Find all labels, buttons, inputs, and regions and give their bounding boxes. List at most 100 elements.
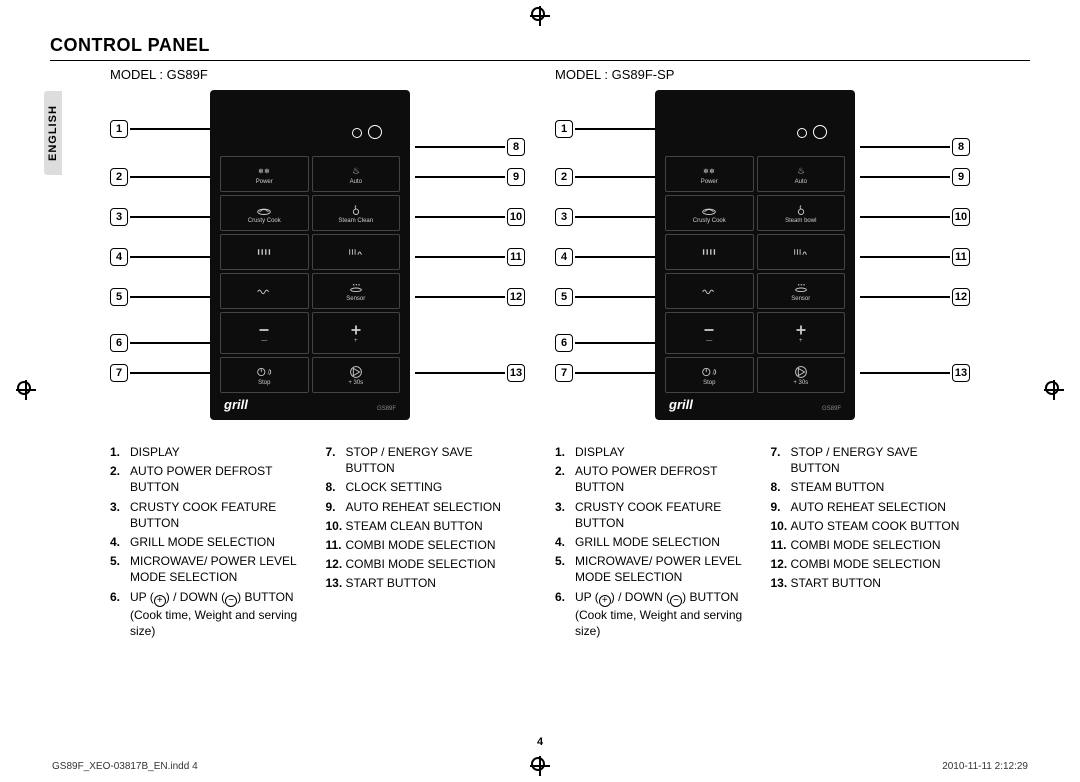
callout-7: 7 (110, 364, 220, 382)
device-button[interactable]: ❄❄Power (665, 156, 754, 192)
device-button[interactable]: Sensor (757, 273, 846, 309)
legend-number: 13. (771, 575, 791, 591)
device-panel: ❄❄Power♨AutoCrusty CookSteam Clean Sensor… (210, 90, 410, 420)
callout-2: 2 (110, 168, 220, 186)
legend-number: 4. (555, 534, 575, 550)
callout-number: 4 (555, 248, 573, 266)
section-title: CONTROL PANEL (50, 35, 1030, 61)
legend-text: COMBI MODE SELECTION (791, 556, 941, 572)
callout-6: 6 (110, 334, 220, 352)
device-button[interactable]: ❄❄Power (220, 156, 309, 192)
control-panel-diagram: 12345678910111213❄❄Power♨AutoCrusty Cook… (555, 90, 970, 430)
legend-text: UP (+) / DOWN (−) BUTTON (Cook time, Wei… (575, 589, 755, 639)
legend-number: 9. (771, 499, 791, 515)
footer-timestamp: 2010-11-11 2:12:29 (942, 761, 1028, 772)
device-button[interactable]: + (312, 312, 401, 354)
legend-number: 6. (555, 589, 575, 639)
legend-number: 6. (110, 589, 130, 639)
model-column: MODEL : GS89F12345678910111213❄❄Power♨Au… (110, 65, 525, 642)
device-button[interactable]: /Stop (220, 357, 309, 393)
callout-11: 11 (415, 248, 525, 266)
steam-indicator-icon (368, 125, 382, 139)
device-button[interactable]: Steam bowl (757, 195, 846, 231)
legend-number: 12. (326, 556, 346, 572)
legend-text: MICROWAVE/ POWER LEVEL MODE SELECTION (575, 553, 755, 585)
legend-text: DISPLAY (575, 444, 625, 460)
device-button[interactable] (757, 234, 846, 270)
device-button[interactable]: Sensor (312, 273, 401, 309)
legend-text: START BUTTON (346, 575, 436, 591)
device-button[interactable]: Crusty Cook (665, 195, 754, 231)
device-button[interactable]: + (757, 312, 846, 354)
device-button[interactable]: — (665, 312, 754, 354)
callout-number: 6 (555, 334, 573, 352)
legend-number: 10. (326, 518, 346, 534)
button-grid: ❄❄Power♨AutoCrusty CookSteam Clean Sensor… (220, 156, 400, 393)
legend-number: 12. (771, 556, 791, 572)
callout-number: 9 (507, 168, 525, 186)
legend-column: 7.STOP / ENERGY SAVE BUTTON8.STEAM BUTTO… (771, 444, 971, 642)
callout-5: 5 (555, 288, 665, 306)
device-button[interactable] (312, 234, 401, 270)
device-button[interactable] (220, 234, 309, 270)
legend-text: AUTO REHEAT SELECTION (791, 499, 946, 515)
callout-number: 1 (555, 120, 573, 138)
svg-text:♨: ♨ (797, 165, 805, 175)
legend-text: STEAM BUTTON (791, 479, 885, 495)
legend-number: 5. (110, 553, 130, 585)
model-column: MODEL : GS89F-SP12345678910111213❄❄Power… (555, 65, 970, 642)
legend-number: 1. (110, 444, 130, 460)
legend-item: 10.STEAM CLEAN BUTTON (326, 518, 526, 534)
callout-number: 1 (110, 120, 128, 138)
device-button[interactable] (220, 273, 309, 309)
callout-number: 5 (555, 288, 573, 306)
legend-item: 11.COMBI MODE SELECTION (771, 537, 971, 553)
legend-item: 2.AUTO POWER DEFROST BUTTON (555, 463, 755, 495)
callout-10: 10 (860, 208, 970, 226)
callout-10: 10 (415, 208, 525, 226)
device-button[interactable]: + 30s (312, 357, 401, 393)
callout-9: 9 (415, 168, 525, 186)
callout-number: 7 (555, 364, 573, 382)
device-panel: ❄❄Power♨AutoCrusty CookSteam bowl Sensor—… (655, 90, 855, 420)
callout-12: 12 (860, 288, 970, 306)
callout-1: 1 (555, 120, 665, 138)
device-button[interactable]: Steam Clean (312, 195, 401, 231)
callout-number: 4 (110, 248, 128, 266)
device-button[interactable] (665, 234, 754, 270)
callout-number: 5 (110, 288, 128, 306)
legend-number: 7. (326, 444, 346, 476)
device-button[interactable] (665, 273, 754, 309)
svg-text:❄❄: ❄❄ (258, 166, 270, 175)
device-button[interactable]: ♨Auto (312, 156, 401, 192)
steam-indicator-icon (813, 125, 827, 139)
device-button[interactable]: Crusty Cook (220, 195, 309, 231)
legend-item: 9.AUTO REHEAT SELECTION (326, 499, 526, 515)
legend-item: 1.DISPLAY (555, 444, 755, 460)
device-button[interactable]: — (220, 312, 309, 354)
callout-number: 9 (952, 168, 970, 186)
callout-6: 6 (555, 334, 665, 352)
callout-4: 4 (555, 248, 665, 266)
legend-item: 13.START BUTTON (326, 575, 526, 591)
legend-text: AUTO POWER DEFROST BUTTON (575, 463, 755, 495)
legend-text: COMBI MODE SELECTION (346, 556, 496, 572)
legend-number: 3. (555, 499, 575, 531)
legend-text: CLOCK SETTING (346, 479, 443, 495)
legend-text: MICROWAVE/ POWER LEVEL MODE SELECTION (130, 553, 310, 585)
control-panel-diagram: 12345678910111213❄❄Power♨AutoCrusty Cook… (110, 90, 525, 430)
legend-text: AUTO STEAM COOK BUTTON (791, 518, 960, 534)
callout-number: 2 (555, 168, 573, 186)
language-tab: ENGLISH (44, 91, 62, 175)
legend-text: DISPLAY (130, 444, 180, 460)
legend-text: CRUSTY COOK FEATURE BUTTON (130, 499, 310, 531)
callout-12: 12 (415, 288, 525, 306)
columns: MODEL : GS89F12345678910111213❄❄Power♨Au… (50, 65, 1030, 642)
callout-3: 3 (555, 208, 665, 226)
callout-13: 13 (860, 364, 970, 382)
device-button[interactable]: /Stop (665, 357, 754, 393)
legend-item: 6.UP (+) / DOWN (−) BUTTON (Cook time, W… (555, 589, 755, 639)
device-button[interactable]: ♨Auto (757, 156, 846, 192)
device-button[interactable]: + 30s (757, 357, 846, 393)
legend-text: COMBI MODE SELECTION (346, 537, 496, 553)
